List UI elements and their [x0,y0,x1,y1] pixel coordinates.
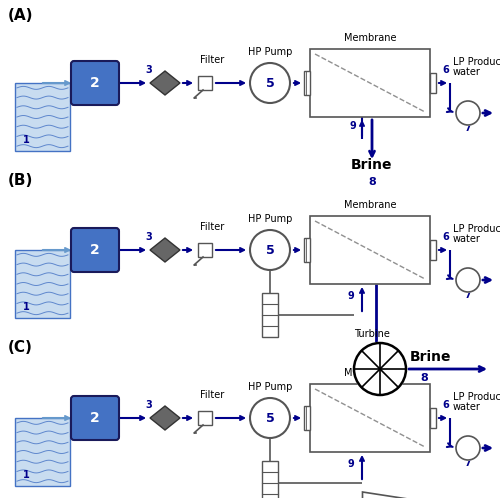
Text: LP Product: LP Product [453,392,500,402]
Text: 1: 1 [23,470,30,480]
Text: 8: 8 [420,373,428,383]
Circle shape [250,63,290,103]
Text: 2: 2 [90,243,100,257]
Circle shape [456,268,480,292]
Text: 3: 3 [145,65,152,75]
Text: 1: 1 [23,135,30,145]
Text: Turbine: Turbine [354,329,390,339]
Text: water: water [453,402,481,412]
Text: 1: 1 [23,302,30,312]
Bar [310,216,430,284]
Bar [15,418,70,486]
Bar [198,76,212,90]
Bar [198,411,212,425]
Circle shape [250,398,290,438]
Bar [15,83,70,151]
Text: (A): (A) [8,8,34,23]
Text: Filter: Filter [200,55,224,65]
Text: LP Product: LP Product [453,224,500,234]
Circle shape [250,230,290,270]
Bar [430,73,436,93]
Circle shape [456,101,480,125]
Text: 9: 9 [348,459,355,469]
FancyBboxPatch shape [71,396,119,440]
Bar [304,406,310,430]
Text: HP Pump: HP Pump [248,214,292,224]
Polygon shape [150,71,180,95]
Text: 5: 5 [266,411,274,424]
Bar [262,293,278,337]
Text: 7: 7 [464,123,471,133]
FancyBboxPatch shape [71,228,119,272]
Text: Filter: Filter [200,222,224,232]
Text: Brine: Brine [351,158,393,172]
Bar [15,250,70,318]
Bar [198,243,212,257]
Text: Membrane: Membrane [344,33,396,43]
Polygon shape [362,492,428,498]
Polygon shape [150,406,180,430]
Text: 6: 6 [442,400,449,410]
Text: 5: 5 [266,244,274,256]
Bar [310,384,430,452]
Text: Membrane: Membrane [344,200,396,210]
Text: Brine: Brine [410,350,452,364]
Text: 7: 7 [464,290,471,300]
Text: HP Pump: HP Pump [248,47,292,57]
Text: (C): (C) [8,340,33,355]
Text: water: water [453,67,481,77]
Bar [310,49,430,117]
FancyBboxPatch shape [71,61,119,105]
Text: 6: 6 [442,65,449,75]
Text: 2: 2 [90,76,100,90]
Circle shape [456,436,480,460]
Text: 4: 4 [203,414,209,423]
Text: 7: 7 [464,458,471,468]
Text: 9: 9 [350,121,357,131]
Text: 5: 5 [266,77,274,90]
Circle shape [354,343,406,395]
Text: 3: 3 [145,232,152,242]
Bar [304,238,310,262]
Text: 4: 4 [203,247,209,255]
Text: 9: 9 [348,291,355,301]
Bar [304,71,310,95]
Bar [430,408,436,428]
Bar [262,461,278,498]
Text: Membrane: Membrane [344,368,396,378]
Text: 6: 6 [442,232,449,242]
Text: (B): (B) [8,173,34,188]
Text: 8: 8 [368,177,376,187]
Text: Filter: Filter [200,390,224,400]
Text: LP Product: LP Product [453,57,500,67]
Text: HP Pump: HP Pump [248,382,292,392]
Bar [430,240,436,260]
Text: 4: 4 [203,80,209,89]
Polygon shape [150,238,180,262]
Text: 2: 2 [90,411,100,425]
Text: 3: 3 [145,400,152,410]
Text: water: water [453,234,481,244]
